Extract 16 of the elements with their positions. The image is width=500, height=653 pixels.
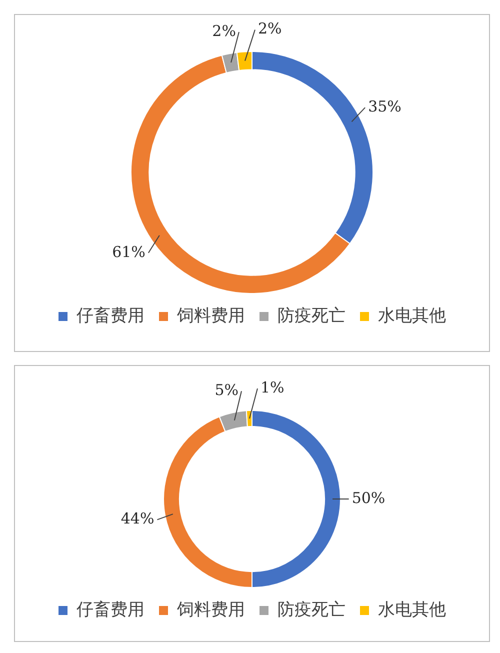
data-label: 44% bbox=[120, 510, 154, 528]
legend-label: 仔畜费用 bbox=[76, 600, 144, 620]
data-label: 1% bbox=[260, 378, 284, 396]
data-label: 5% bbox=[214, 381, 238, 400]
legend-label: 仔畜费用 bbox=[76, 306, 144, 326]
data-label: 50% bbox=[352, 488, 386, 507]
data-label: 2% bbox=[212, 22, 236, 40]
legend-label: 水电其他 bbox=[378, 600, 446, 620]
legend-label: 防疫死亡 bbox=[278, 600, 346, 620]
data-label: 61% bbox=[112, 242, 146, 261]
legend-label: 饲料费用 bbox=[176, 306, 245, 326]
legend-label: 水电其他 bbox=[378, 306, 446, 326]
legend-label: 防疫死亡 bbox=[278, 306, 346, 326]
data-label: 35% bbox=[368, 97, 402, 116]
legend-label: 饲料费用 bbox=[176, 600, 245, 620]
data-label: 2% bbox=[258, 20, 282, 38]
